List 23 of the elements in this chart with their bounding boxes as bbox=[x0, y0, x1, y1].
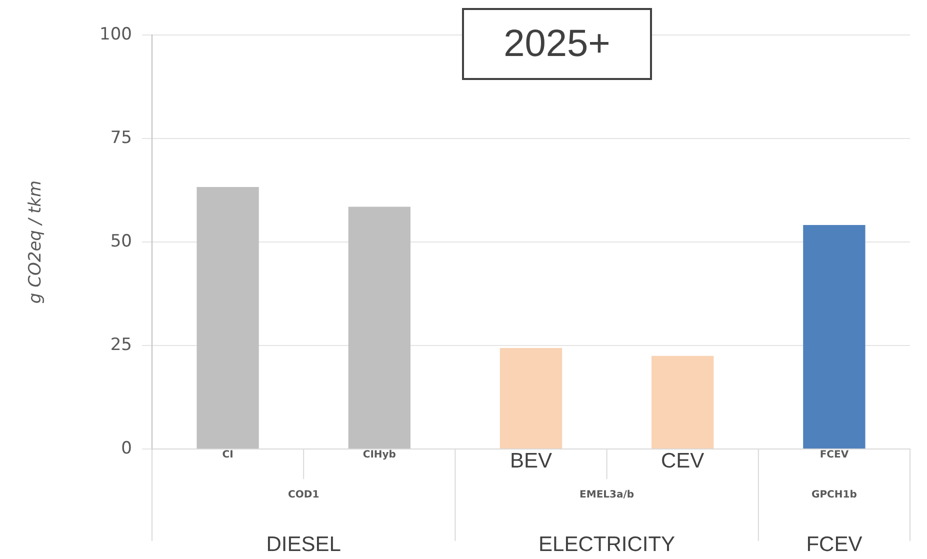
text: FCEV bbox=[806, 532, 862, 556]
text: GPCH1b bbox=[812, 490, 857, 501]
y-tick-label: 50 bbox=[110, 231, 132, 252]
y-tick-label: 100 bbox=[100, 24, 132, 44]
text: EMEL3a/b bbox=[580, 490, 634, 501]
text: DIESEL bbox=[266, 532, 341, 556]
x-tick-label: BEV bbox=[510, 449, 552, 472]
bar bbox=[803, 225, 866, 448]
x-tick-label: CEV bbox=[661, 449, 704, 472]
x-tick-label: FCEV bbox=[820, 450, 849, 461]
y-tick-label: 25 bbox=[110, 334, 132, 355]
x-tick-label: CI bbox=[222, 450, 234, 461]
bar bbox=[500, 348, 562, 448]
text: ELECTRICITY bbox=[538, 532, 676, 556]
y-tick-label: 0 bbox=[121, 438, 132, 458]
y-tick-label: 75 bbox=[110, 128, 132, 148]
bar bbox=[196, 186, 259, 448]
x-tick-label: CIHyb bbox=[362, 450, 396, 461]
y-axis-title: g CO2eq / tkm bbox=[26, 180, 46, 304]
bar bbox=[652, 356, 714, 448]
chart-title: 2025+ bbox=[462, 8, 652, 80]
text: COD1 bbox=[288, 490, 320, 501]
bar bbox=[348, 206, 410, 448]
